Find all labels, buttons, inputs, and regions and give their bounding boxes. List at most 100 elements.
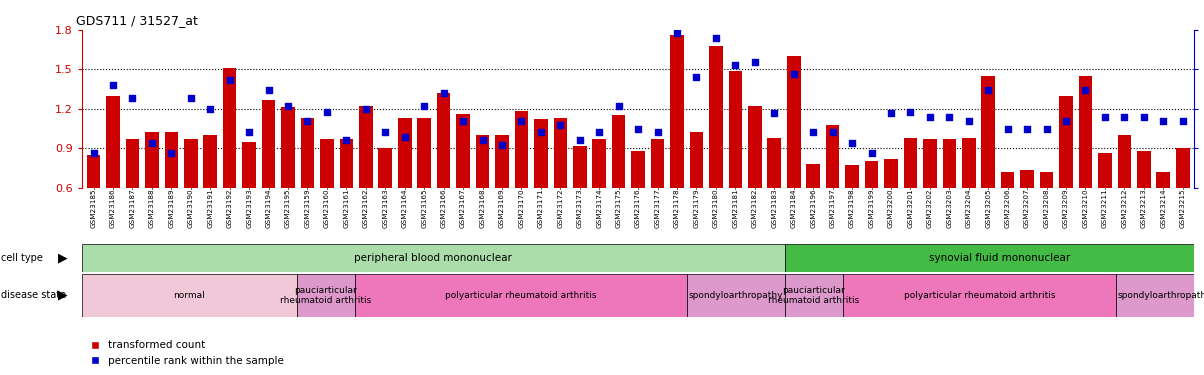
Point bbox=[376, 129, 395, 135]
Point bbox=[571, 137, 590, 143]
Bar bbox=[554, 118, 567, 266]
Point bbox=[550, 122, 569, 128]
Point bbox=[356, 106, 376, 112]
Point bbox=[1115, 114, 1134, 120]
Text: GSM23192: GSM23192 bbox=[226, 189, 232, 228]
Text: GSM23175: GSM23175 bbox=[615, 189, 621, 228]
Bar bbox=[476, 135, 489, 266]
Point bbox=[220, 77, 240, 83]
Bar bbox=[573, 146, 586, 266]
Point bbox=[181, 95, 200, 101]
Bar bbox=[709, 46, 722, 266]
Point bbox=[512, 118, 531, 124]
Text: GSM23166: GSM23166 bbox=[441, 189, 447, 228]
Point bbox=[1017, 126, 1037, 132]
Point bbox=[667, 30, 686, 36]
Point bbox=[920, 114, 939, 120]
Bar bbox=[495, 135, 509, 266]
Text: GSM23213: GSM23213 bbox=[1141, 189, 1146, 228]
Point bbox=[960, 118, 979, 124]
Legend: transformed count, percentile rank within the sample: transformed count, percentile rank withi… bbox=[87, 336, 288, 370]
Text: GSM23199: GSM23199 bbox=[868, 189, 874, 228]
Text: GSM23179: GSM23179 bbox=[694, 189, 700, 228]
Text: GSM23207: GSM23207 bbox=[1025, 189, 1031, 228]
Text: GSM23164: GSM23164 bbox=[402, 189, 408, 228]
Bar bbox=[340, 139, 353, 266]
Text: polyarticular rheumatoid arthritis: polyarticular rheumatoid arthritis bbox=[904, 291, 1056, 300]
Text: GSM23181: GSM23181 bbox=[732, 189, 738, 228]
Text: ▶: ▶ bbox=[58, 251, 67, 264]
Bar bbox=[981, 76, 995, 266]
Point bbox=[531, 129, 550, 135]
Point bbox=[1153, 118, 1173, 124]
Text: GSM23183: GSM23183 bbox=[772, 189, 778, 228]
Bar bbox=[1060, 96, 1073, 266]
Bar bbox=[612, 116, 626, 266]
Point bbox=[726, 62, 745, 68]
Text: GSM23212: GSM23212 bbox=[1121, 189, 1127, 228]
Point bbox=[123, 95, 142, 101]
Text: synovial fluid mononuclear: synovial fluid mononuclear bbox=[928, 253, 1070, 263]
Bar bbox=[359, 106, 373, 266]
Text: GSM23210: GSM23210 bbox=[1082, 189, 1088, 228]
Bar bbox=[296, 274, 355, 317]
Bar bbox=[843, 274, 1116, 317]
Point bbox=[492, 142, 512, 148]
Text: pauciarticular
rheumatoid arthritis: pauciarticular rheumatoid arthritis bbox=[281, 286, 372, 305]
Bar bbox=[144, 132, 159, 266]
Point bbox=[998, 126, 1017, 132]
Text: GSM23194: GSM23194 bbox=[266, 189, 272, 228]
Point bbox=[590, 129, 609, 135]
Text: spondyloarthropathy: spondyloarthropathy bbox=[1117, 291, 1204, 300]
Point bbox=[628, 126, 648, 132]
Text: GDS711 / 31527_at: GDS711 / 31527_at bbox=[76, 15, 199, 27]
Bar bbox=[1040, 172, 1054, 266]
Bar bbox=[320, 139, 334, 266]
Text: GSM23215: GSM23215 bbox=[1180, 189, 1186, 228]
Bar bbox=[82, 244, 785, 272]
Text: GSM23168: GSM23168 bbox=[479, 189, 485, 228]
Text: spondyloarthropathy: spondyloarthropathy bbox=[689, 291, 783, 300]
Text: GSM23173: GSM23173 bbox=[577, 189, 583, 228]
Point bbox=[259, 87, 278, 93]
Text: disease state: disease state bbox=[1, 290, 66, 300]
Point bbox=[473, 137, 492, 143]
Point bbox=[454, 118, 473, 124]
Text: GSM23174: GSM23174 bbox=[596, 189, 602, 228]
Bar bbox=[203, 135, 217, 266]
Bar bbox=[355, 274, 687, 317]
Text: GSM23206: GSM23206 bbox=[1004, 189, 1010, 228]
Text: GSM23203: GSM23203 bbox=[946, 189, 952, 228]
Text: GSM23193: GSM23193 bbox=[246, 189, 252, 228]
Point bbox=[824, 129, 843, 135]
Point bbox=[395, 134, 414, 140]
Bar bbox=[785, 274, 843, 317]
Text: GSM23209: GSM23209 bbox=[1063, 189, 1069, 228]
Bar bbox=[514, 111, 529, 266]
Bar bbox=[242, 142, 256, 266]
Bar bbox=[125, 139, 140, 266]
Text: GSM23195: GSM23195 bbox=[285, 189, 291, 228]
Bar bbox=[418, 118, 431, 266]
Point bbox=[862, 150, 881, 156]
Text: GSM23186: GSM23186 bbox=[110, 189, 116, 228]
Bar bbox=[1116, 274, 1204, 317]
Text: normal: normal bbox=[173, 291, 205, 300]
Bar bbox=[903, 138, 917, 266]
Bar bbox=[1098, 153, 1111, 266]
Bar bbox=[592, 139, 606, 266]
Point bbox=[278, 103, 297, 109]
Bar bbox=[923, 139, 937, 266]
Point bbox=[648, 129, 667, 135]
Bar bbox=[82, 274, 296, 317]
Bar bbox=[301, 118, 314, 266]
Text: GSM23214: GSM23214 bbox=[1161, 189, 1167, 228]
Text: GSM23208: GSM23208 bbox=[1044, 189, 1050, 228]
Bar bbox=[943, 139, 956, 266]
Point bbox=[707, 35, 726, 41]
Text: GSM23188: GSM23188 bbox=[149, 189, 155, 228]
Text: GSM23163: GSM23163 bbox=[383, 189, 388, 228]
Text: GSM23187: GSM23187 bbox=[130, 189, 135, 228]
Bar bbox=[282, 107, 295, 266]
Text: GSM23176: GSM23176 bbox=[636, 189, 641, 228]
